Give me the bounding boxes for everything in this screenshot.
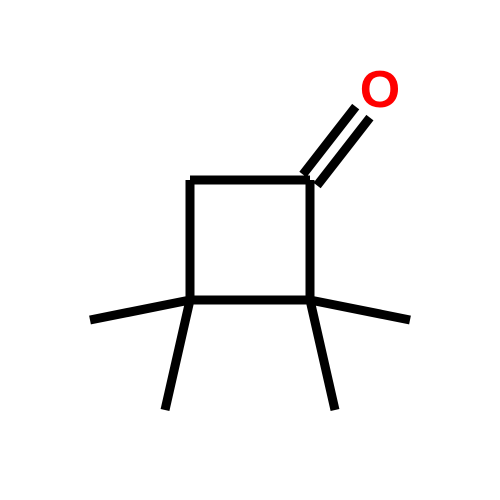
bond-line	[310, 300, 410, 320]
bond-line	[90, 300, 190, 320]
atom-label-o: O	[360, 61, 400, 119]
molecule-diagram: O	[0, 0, 500, 500]
bond-line	[165, 300, 190, 410]
bond-line	[310, 300, 335, 410]
